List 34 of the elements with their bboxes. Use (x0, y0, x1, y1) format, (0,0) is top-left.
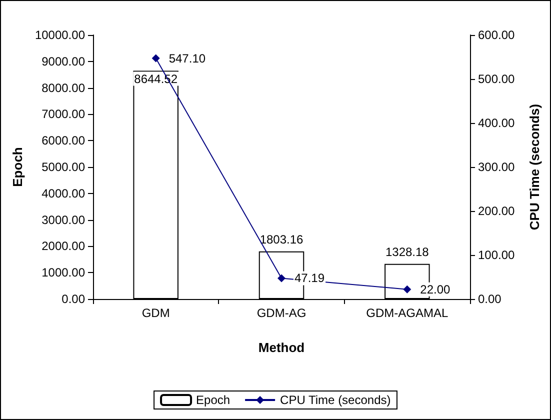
y-tick-label: 10000.00 (34, 28, 86, 42)
y-tick-label: 4000.00 (42, 186, 86, 200)
y-tick-label: 6000.00 (42, 134, 86, 148)
data-label: 22.00 (420, 282, 451, 296)
y2-tick-label: 0.00 (478, 292, 502, 306)
y2-tick-label: 500.00 (478, 72, 516, 86)
x-axis-title: Method (258, 340, 305, 355)
y-axis-title: Epoch (10, 147, 26, 187)
y-tick-label: 7000.00 (42, 107, 86, 122)
y-tick-label: 8000.00 (42, 80, 86, 95)
y-tick-label: 3000.00 (42, 212, 86, 227)
legend-label: CPU Time (seconds) (280, 393, 391, 407)
x-tick-label: GDM-AGAMAL (366, 306, 448, 320)
y-tick-label: 1000.00 (42, 266, 86, 280)
point (152, 54, 160, 62)
data-label: 1803.16 (260, 232, 304, 246)
data-label: 1328.18 (385, 244, 430, 259)
y-tick-label: 0.00 (62, 292, 86, 306)
y-tick-label: 5000.00 (42, 160, 86, 174)
y2-tick-label: 600.00 (478, 28, 516, 42)
y2-tick-label: 300.00 (478, 160, 516, 174)
x-tick-label: GDM-AG (256, 306, 306, 320)
legend-label: Epoch (196, 393, 230, 407)
x-tick-label: GDM (142, 306, 170, 320)
y2-tick-label: 400.00 (478, 116, 516, 130)
y-tick-label: 9000.00 (42, 54, 86, 68)
y-tick-label: 2000.00 (42, 239, 86, 254)
y2-tick-label: 100.00 (478, 248, 516, 262)
y2-tick-label: 200.00 (478, 204, 516, 218)
point (278, 274, 286, 282)
point (403, 285, 412, 294)
data-label: 547.10 (168, 51, 206, 66)
data-label: 47.19 (294, 271, 325, 286)
y2-axis-title: CPU Time (seconds) (527, 104, 542, 230)
